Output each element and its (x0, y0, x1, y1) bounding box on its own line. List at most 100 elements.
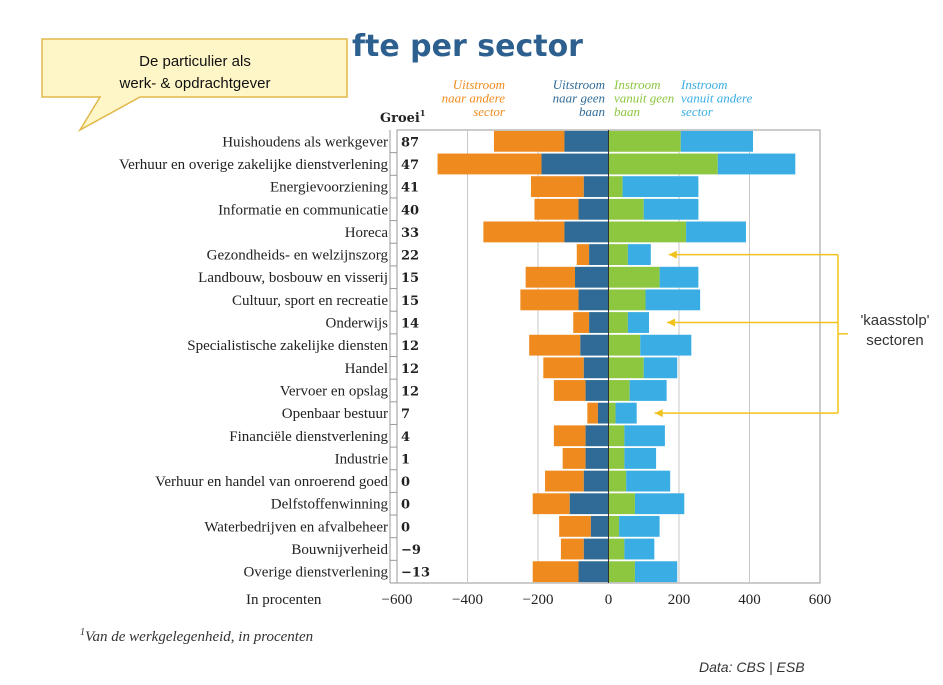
callout-box: De particulier als werk- & opdrachtgever (41, 38, 348, 133)
x-tick-label: 400 (738, 592, 761, 608)
bar-in-none (608, 130, 681, 152)
bar-out-none (583, 176, 609, 198)
category-label: Overige dienstverlening (243, 565, 388, 581)
bar-in-none (608, 198, 644, 220)
x-axis-label: In procenten (246, 592, 322, 608)
growth-value: 12 (401, 339, 419, 354)
bar-in-none (608, 561, 635, 583)
bar-in-other (645, 289, 701, 311)
category-label: Landbouw, bosbouw en visserij (198, 270, 388, 286)
category-label: Onderwijs (326, 316, 389, 332)
bar-out-none (585, 380, 609, 401)
x-tick-label: 200 (668, 592, 691, 608)
growth-value: 87 (401, 135, 419, 150)
bar-in-none (608, 312, 628, 333)
growth-value: 12 (401, 384, 419, 399)
x-tick-label: 600 (809, 592, 832, 608)
bar-out-other (587, 402, 598, 424)
bar-out-none (575, 266, 609, 288)
growth-header: Groei1 (380, 108, 425, 126)
bar-in-none (608, 538, 625, 560)
bar-in-other (627, 312, 650, 333)
callout-line-1: De particulier als (139, 53, 251, 70)
bar-out-none (583, 470, 609, 492)
source-credit: Data: CBS | ESB (699, 659, 805, 675)
bar-out-other (529, 334, 581, 356)
footnote: 1Van de werkgelegenheid, in procenten (80, 627, 313, 645)
series-header-text: sector (473, 104, 506, 119)
growth-value: −9 (401, 543, 421, 558)
growth-value: 7 (401, 407, 410, 422)
bar-out-other (483, 221, 565, 243)
category-label: Huishoudens als werkgever (222, 134, 388, 150)
category-label: Energievoorziening (270, 180, 389, 196)
chart-title: fte per sector (352, 29, 583, 64)
bar-in-other (619, 515, 660, 537)
growth-value: 4 (401, 430, 410, 445)
category-label: Bouwnijverheid (291, 542, 388, 558)
bar-out-other (545, 470, 584, 492)
bar-out-other (553, 425, 586, 447)
bar-out-other (553, 380, 586, 401)
bar-in-none (608, 470, 627, 492)
bar-in-none (608, 425, 625, 447)
bar-in-other (627, 244, 651, 265)
series-header-text: naar geen (553, 91, 605, 106)
bar-in-none (608, 244, 628, 265)
category-label: Specialistische zakelijke diensten (187, 338, 388, 354)
bar-in-none (608, 153, 718, 175)
side-note-line-2: sectoren (866, 332, 924, 349)
plot-area (389, 129, 821, 584)
category-label: Cultuur, sport en recreatie (232, 293, 388, 309)
series-header-text: vanuit geen (614, 91, 674, 106)
growth-value: 15 (401, 271, 419, 286)
bar-in-other (624, 448, 657, 469)
growth-value: 12 (401, 362, 419, 377)
growth-value: −13 (401, 566, 430, 581)
bar-in-other (629, 380, 667, 401)
bar-out-other (532, 493, 570, 515)
bar-out-none (589, 312, 609, 333)
series-header-text: naar andere (442, 91, 506, 106)
series-header-text: sector (681, 104, 714, 119)
bar-out-other (576, 244, 590, 265)
bar-in-other (643, 357, 678, 379)
growth-value: 22 (401, 249, 419, 264)
bar-in-none (608, 448, 625, 469)
bar-out-none (580, 334, 609, 356)
category-label: Openbaar bestuur (282, 406, 388, 422)
series-header-text: Uitstroom (453, 77, 505, 92)
x-tick-label: −400 (452, 592, 483, 608)
bar-out-other (573, 312, 590, 333)
series-header-text: Uitstroom (553, 77, 605, 92)
category-label: Informatie en communicatie (218, 202, 388, 218)
series-header-text: baan (614, 104, 640, 119)
bar-in-none (608, 380, 630, 401)
bracket-arrowhead (668, 250, 677, 259)
x-axis-ticks: −600 −400 −200 0 200 400 600 (382, 592, 832, 608)
growth-value: 40 (401, 203, 419, 218)
bar-out-none (585, 425, 609, 447)
bracket-arrowhead (654, 409, 663, 418)
bar-out-none (583, 538, 609, 560)
side-note-line-1: 'kaasstolp' (860, 312, 929, 329)
bar-out-other (493, 130, 565, 152)
bar-out-none (578, 561, 609, 583)
bar-in-other (634, 493, 685, 515)
growth-value: 0 (401, 498, 410, 513)
bar-in-none (608, 176, 623, 198)
bar-in-none (608, 402, 616, 424)
bar-in-none (608, 515, 620, 537)
growth-value: 33 (401, 226, 419, 241)
bar-in-other (640, 334, 692, 356)
bar-out-none (578, 198, 609, 220)
growth-value: 47 (401, 158, 419, 173)
growth-value: 15 (401, 294, 419, 309)
series-header-text: Instroom (613, 77, 660, 92)
bar-out-other (562, 448, 586, 469)
growth-value: 1 (401, 452, 410, 467)
bar-out-none (583, 357, 609, 379)
bar-out-none (564, 130, 609, 152)
callout-line-2: werk- & opdrachtgever (119, 75, 271, 92)
